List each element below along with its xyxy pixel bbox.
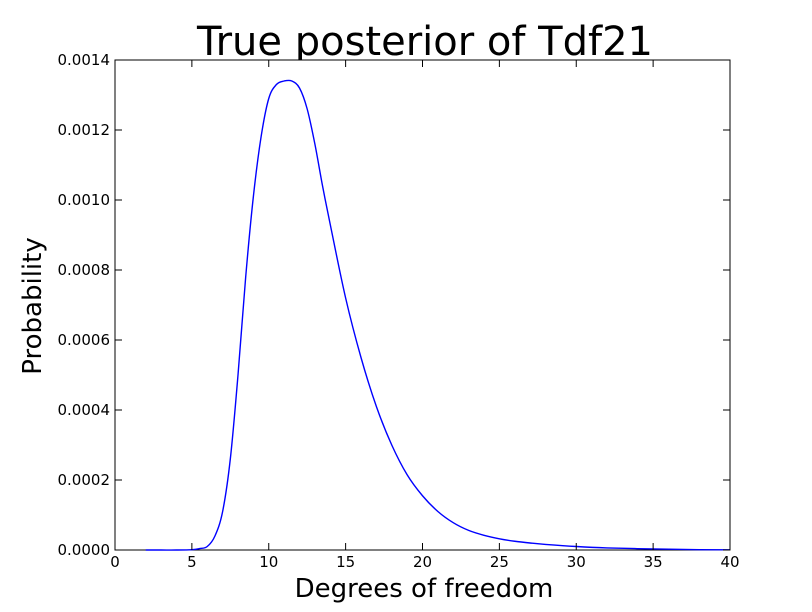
plot-frame <box>114 59 731 551</box>
y-tick-label: 0.0002 <box>58 471 111 489</box>
x-tick-label: 20 <box>413 553 432 571</box>
plot-area <box>114 59 731 551</box>
y-tick-label: 0.0010 <box>58 191 111 209</box>
y-tick-label: 0.0012 <box>58 121 111 139</box>
x-tick-label: 10 <box>259 553 278 571</box>
y-tick-label: 0.0014 <box>58 51 111 69</box>
x-tick-label: 25 <box>490 553 509 571</box>
x-axis-label: Degrees of freedom <box>295 574 554 604</box>
y-tick-label: 0.0000 <box>58 541 111 559</box>
y-axis-label: Probability <box>18 237 48 374</box>
posterior-curve <box>145 79 731 551</box>
x-axis-ticks: 0 5 10 15 20 25 30 35 40 <box>110 60 740 571</box>
x-tick-label: 15 <box>336 553 355 571</box>
x-tick-label: 0 <box>110 553 120 571</box>
x-tick-label: 5 <box>187 553 197 571</box>
y-tick-label: 0.0006 <box>58 331 111 349</box>
y-tick-label: 0.0004 <box>58 401 111 419</box>
x-tick-label: 35 <box>644 553 663 571</box>
x-tick-label: 40 <box>720 553 739 571</box>
x-tick-label: 30 <box>567 553 586 571</box>
chart-title: True posterior of Tdf21 <box>196 19 653 65</box>
y-axis-ticks: 0.0000 0.0002 0.0004 0.0006 0.0008 0.0010 0.00… <box>58 51 730 559</box>
y-tick-label: 0.0008 <box>58 261 111 279</box>
